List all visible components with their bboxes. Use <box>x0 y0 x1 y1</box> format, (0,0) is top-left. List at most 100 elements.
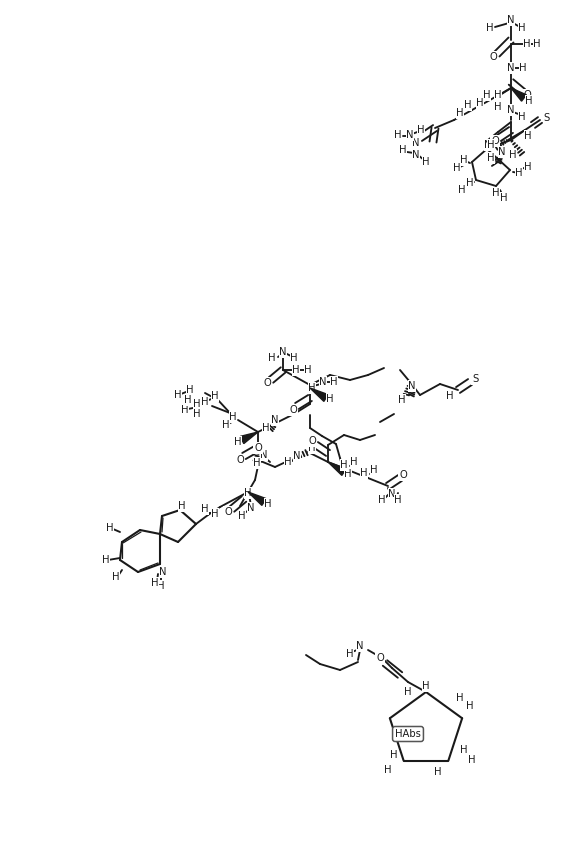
Text: H: H <box>391 750 398 760</box>
Text: N: N <box>498 147 506 157</box>
Text: H: H <box>234 437 242 447</box>
Text: H: H <box>423 681 430 691</box>
Text: H: H <box>466 178 474 188</box>
Text: H: H <box>483 90 491 100</box>
Text: H: H <box>446 391 454 401</box>
Text: O: O <box>376 653 384 663</box>
Text: H: H <box>509 150 517 160</box>
Text: O: O <box>263 378 271 388</box>
Text: H: H <box>434 767 442 777</box>
Text: H: H <box>193 409 201 419</box>
Text: H: H <box>330 377 338 387</box>
Text: N: N <box>408 381 416 391</box>
Text: H: H <box>201 504 209 514</box>
Text: H: H <box>518 23 526 33</box>
Text: H: H <box>494 90 502 100</box>
Text: H: H <box>524 162 532 172</box>
Text: O: O <box>236 455 244 465</box>
Text: O: O <box>399 470 407 480</box>
Text: H: H <box>186 385 194 395</box>
Text: H: H <box>229 412 237 422</box>
Text: N: N <box>320 377 327 387</box>
Text: H: H <box>399 145 407 155</box>
Text: H: H <box>487 153 495 163</box>
Text: N: N <box>484 140 492 150</box>
Text: H: H <box>107 523 113 533</box>
Text: O: O <box>489 52 497 62</box>
Text: H: H <box>466 701 474 711</box>
Text: H: H <box>201 397 209 407</box>
Text: H: H <box>211 509 219 519</box>
Text: H: H <box>519 63 527 73</box>
Polygon shape <box>328 462 346 475</box>
Text: H: H <box>456 693 464 703</box>
Text: H: H <box>518 112 526 122</box>
Text: H: H <box>404 687 411 697</box>
Text: O: O <box>308 436 316 446</box>
Text: H: H <box>398 395 406 405</box>
Text: H: H <box>533 39 541 49</box>
Text: H: H <box>370 465 378 475</box>
Text: H: H <box>346 649 354 659</box>
Text: H: H <box>460 745 468 755</box>
Text: N: N <box>279 347 287 357</box>
Text: H: H <box>238 511 246 521</box>
Text: N: N <box>508 63 514 73</box>
Text: H: H <box>394 130 402 140</box>
Polygon shape <box>310 388 328 402</box>
Text: H: H <box>193 399 201 409</box>
Text: O: O <box>289 405 297 415</box>
Text: N: N <box>247 503 255 513</box>
Text: H: H <box>492 188 500 198</box>
Text: H: H <box>417 125 425 135</box>
Text: H: H <box>469 755 475 765</box>
Text: H: H <box>112 572 120 582</box>
Text: H: H <box>523 39 531 49</box>
Text: H: H <box>308 443 316 453</box>
Text: H: H <box>262 423 269 433</box>
Text: H: H <box>487 140 495 150</box>
Text: H: H <box>178 501 186 511</box>
Text: H: H <box>157 581 165 591</box>
Text: N: N <box>412 150 420 160</box>
Text: O: O <box>491 136 499 146</box>
Text: H: H <box>327 394 333 404</box>
Text: O: O <box>523 90 531 100</box>
Text: N: N <box>159 567 167 577</box>
Polygon shape <box>511 88 527 101</box>
Text: N: N <box>388 489 396 499</box>
Text: H: H <box>151 578 159 588</box>
Text: H: H <box>344 469 352 479</box>
Text: H: H <box>456 108 464 118</box>
Text: H: H <box>486 23 494 33</box>
Text: H: H <box>340 460 348 470</box>
Polygon shape <box>248 492 266 506</box>
Text: O: O <box>224 507 232 517</box>
Text: H: H <box>476 98 484 108</box>
Text: H: H <box>304 365 312 375</box>
Text: H: H <box>525 96 533 106</box>
Text: N: N <box>271 415 279 425</box>
Text: H: H <box>494 102 502 112</box>
Text: H: H <box>360 468 368 478</box>
Text: H: H <box>501 193 508 203</box>
Text: N: N <box>293 451 301 461</box>
Text: H: H <box>515 168 523 178</box>
Text: H: H <box>264 499 272 509</box>
Text: H: H <box>350 457 358 467</box>
Text: H: H <box>308 383 316 393</box>
Text: S: S <box>544 113 550 123</box>
Text: S: S <box>472 374 478 384</box>
Text: H: H <box>222 420 230 430</box>
Text: H: H <box>102 555 110 565</box>
Text: N: N <box>406 130 414 140</box>
Text: H: H <box>453 163 461 173</box>
Text: H: H <box>244 488 252 498</box>
Text: N: N <box>508 15 514 25</box>
Text: H: H <box>211 391 219 401</box>
Text: H: H <box>290 353 298 363</box>
Text: H: H <box>284 457 292 467</box>
Text: H: H <box>394 495 402 505</box>
Text: H: H <box>423 157 430 167</box>
Text: N: N <box>412 138 420 148</box>
